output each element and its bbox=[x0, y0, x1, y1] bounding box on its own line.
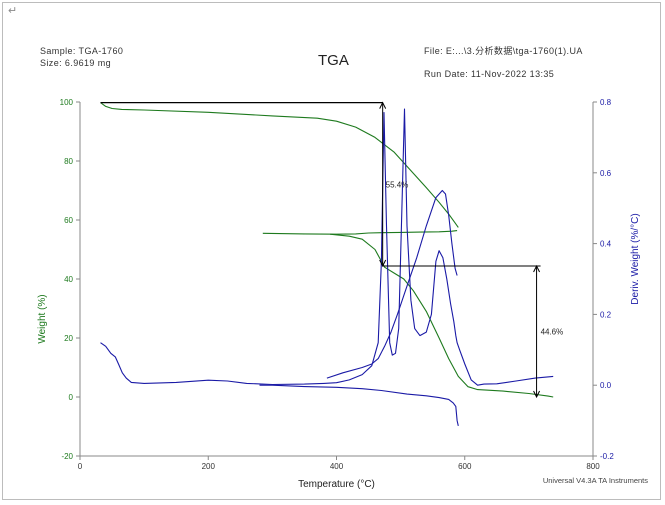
y2-tick-label: -0.2 bbox=[600, 452, 614, 461]
instrument-label: Universal V4.3A TA Instruments bbox=[542, 476, 648, 485]
size-label: Size: 6.9619 mg bbox=[40, 58, 112, 68]
deriv-curve-2 bbox=[326, 189, 458, 379]
weight-curve-2 bbox=[330, 233, 554, 398]
y2-tick-label: 0.2 bbox=[600, 310, 612, 319]
x-tick-label: 400 bbox=[330, 462, 344, 471]
file-label: File: E:...\3.分析数据\tga-1760(1).UA bbox=[424, 46, 583, 56]
sample-label: Sample: TGA-1760 bbox=[40, 46, 124, 56]
step-1-arrow-top bbox=[379, 101, 387, 109]
y2-tick-label: 0.4 bbox=[600, 240, 612, 249]
x-tick-label: 200 bbox=[202, 462, 216, 471]
deriv-curve-0 bbox=[100, 108, 554, 386]
y-axis-label: Weight (%) bbox=[37, 294, 48, 343]
deriv-curve-1 bbox=[259, 384, 459, 427]
corner-mark-glyph: ↵ bbox=[8, 5, 18, 17]
weight-curve-0 bbox=[100, 102, 459, 228]
y2-tick-label: 0.0 bbox=[600, 381, 612, 390]
step-2-arrow-bottom bbox=[533, 390, 541, 399]
y2-tick-label: 0.6 bbox=[600, 169, 612, 178]
x-tick-label: 800 bbox=[586, 462, 600, 471]
x-tick-label: 0 bbox=[78, 462, 83, 471]
y-tick-label: -20 bbox=[61, 452, 73, 461]
chart-title: TGA bbox=[318, 52, 349, 69]
x-axis-label: Temperature (°C) bbox=[298, 479, 375, 490]
y-tick-label: 20 bbox=[64, 334, 73, 343]
step-1-label: 55.4% bbox=[386, 180, 409, 189]
y-tick-label: 60 bbox=[64, 216, 73, 225]
step-2-label: 44.6% bbox=[541, 328, 564, 337]
weight-curve-1 bbox=[262, 230, 458, 235]
plot-frame bbox=[2, 2, 661, 500]
x-tick-label: 600 bbox=[458, 462, 472, 471]
y-tick-label: 80 bbox=[64, 157, 73, 166]
y2-axis-label: Deriv. Weight (%/°C) bbox=[630, 213, 641, 304]
y-tick-label: 100 bbox=[60, 98, 74, 107]
step-2-arrow-top bbox=[533, 264, 541, 273]
run-date-label: Run Date: 11-Nov-2022 13:35 bbox=[424, 69, 555, 79]
y2-tick-label: 0.8 bbox=[600, 98, 612, 107]
y-tick-label: 40 bbox=[64, 275, 73, 284]
y-tick-label: 0 bbox=[69, 393, 74, 402]
